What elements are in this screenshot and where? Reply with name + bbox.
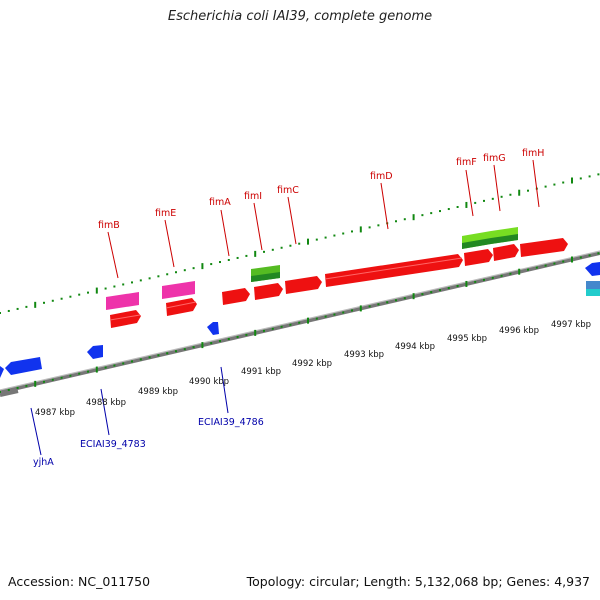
gene-label-fimA[interactable]: fimA xyxy=(209,197,231,208)
tick-label: 4992 kbp xyxy=(292,359,332,369)
gene-left-edge[interactable] xyxy=(0,366,4,378)
green-features xyxy=(251,227,518,282)
tick-label: 4995 kbp xyxy=(447,334,487,344)
gene-fimG[interactable] xyxy=(493,244,519,261)
gene-labels-bottom: yjhA ECIAI39_4783 ECIAI39_4786 xyxy=(33,417,264,468)
gene-ECIAI39_4783[interactable] xyxy=(87,345,103,359)
gene-label-fimH[interactable]: fimH xyxy=(522,148,544,159)
genome-backbone-lower xyxy=(0,389,19,397)
tick-label: 4991 kbp xyxy=(241,367,281,377)
tick-label: 4994 kbp xyxy=(395,342,435,352)
tick-label: 4987 kbp xyxy=(35,408,75,418)
gene-fimD[interactable] xyxy=(325,254,463,287)
tick-label: 4997 kbp xyxy=(551,320,591,330)
feature-right-edge-steel[interactable] xyxy=(586,281,600,289)
feature-green-2-dark xyxy=(462,238,491,249)
label-leaders xyxy=(107,159,540,279)
feature-pink-1[interactable] xyxy=(106,292,139,310)
accession-text: Accession: NC_011750 xyxy=(8,574,151,589)
gene-fimA[interactable] xyxy=(222,288,250,305)
gene-fimH[interactable] xyxy=(520,238,568,257)
tick-label: 4990 kbp xyxy=(189,377,229,387)
genome-backbone xyxy=(0,250,600,394)
gene-fimC[interactable] xyxy=(285,276,322,294)
gene-label-fimE[interactable]: fimE xyxy=(155,208,176,219)
tick-label: 4996 kbp xyxy=(499,326,539,336)
tick-row-lower xyxy=(0,252,600,393)
pink-features xyxy=(106,281,195,310)
gene-label-fimC[interactable]: fimC xyxy=(277,185,299,196)
gene-label-ECIAI39_4786[interactable]: ECIAI39_4786 xyxy=(198,417,264,428)
gene-fimF[interactable] xyxy=(464,249,493,266)
tick-row-upper xyxy=(0,173,600,314)
gene-label-fimG[interactable]: fimG xyxy=(483,153,506,164)
gene-fimE[interactable] xyxy=(166,298,197,316)
gene-yjhA[interactable] xyxy=(5,357,42,375)
gene-label-fimF[interactable]: fimF xyxy=(456,157,477,168)
gene-label-fimD[interactable]: fimD xyxy=(370,171,393,182)
feature-right-edge-cyan[interactable] xyxy=(586,289,600,296)
tick-label: 4989 kbp xyxy=(138,387,178,397)
gene-label-fimB[interactable]: fimB xyxy=(98,220,120,231)
gene-labels-top: fimB fimE fimA fimI fimC fimD fimF fimG fimH xyxy=(98,148,544,231)
gene-label-yjhA[interactable]: yjhA xyxy=(33,457,54,468)
reverse-genes xyxy=(0,262,600,378)
label-leaders-bottom xyxy=(30,366,229,456)
genome-summary-text: Topology: circular; Length: 5,132,068 bp… xyxy=(246,574,590,589)
tick-labels: 4987 kbp 4988 kbp 4989 kbp 4990 kbp 4991 kbp… xyxy=(35,320,591,418)
gene-right-edge-blue[interactable] xyxy=(585,262,600,276)
gene-fimI[interactable] xyxy=(254,283,283,300)
feature-pink-2[interactable] xyxy=(162,281,195,299)
gene-ECIAI39_4786[interactable] xyxy=(207,322,219,335)
forward-genes xyxy=(109,238,568,328)
gene-label-fimI[interactable]: fimI xyxy=(244,191,262,202)
feature-green-1-dark xyxy=(251,272,280,282)
map-title: Escherichia coli IAI39, complete genome xyxy=(167,9,433,24)
gene-fimB[interactable] xyxy=(110,310,141,328)
gene-label-ECIAI39_4783[interactable]: ECIAI39_4783 xyxy=(80,439,146,450)
tick-label: 4993 kbp xyxy=(344,350,384,360)
tick-label: 4988 kbp xyxy=(86,398,126,408)
feature-green-3-dark xyxy=(491,234,518,244)
